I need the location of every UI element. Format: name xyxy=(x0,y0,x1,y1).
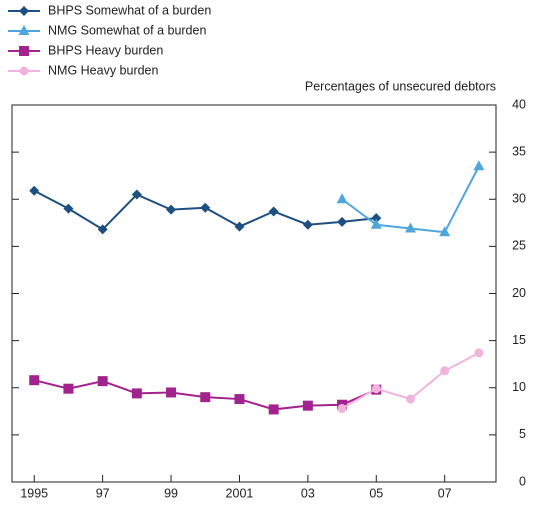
marker xyxy=(404,222,416,233)
marker xyxy=(29,185,40,196)
marker xyxy=(166,204,177,215)
legend-label: BHPS Heavy burden xyxy=(48,43,163,57)
x-tick-label: 99 xyxy=(164,486,178,500)
marker xyxy=(97,224,108,235)
legend-label: BHPS Somewhat of a burden xyxy=(48,3,211,17)
marker xyxy=(473,160,485,171)
marker xyxy=(336,193,348,204)
y-tick-label: 0 xyxy=(519,474,526,488)
y-tick-label: 5 xyxy=(519,427,526,441)
x-tick-label: 07 xyxy=(438,486,452,500)
marker xyxy=(200,202,211,213)
marker xyxy=(63,383,74,394)
marker xyxy=(371,213,382,224)
marker xyxy=(405,394,415,404)
legend-label: NMG Heavy burden xyxy=(48,63,159,77)
marker xyxy=(234,394,245,405)
x-tick-label: 1995 xyxy=(20,486,48,500)
marker xyxy=(166,387,177,398)
marker xyxy=(131,388,142,399)
y-tick-label: 35 xyxy=(512,144,526,158)
legend-marker xyxy=(19,46,29,56)
marker xyxy=(440,366,450,376)
marker xyxy=(302,219,313,230)
marker xyxy=(337,403,347,413)
legend-marker xyxy=(18,25,30,35)
line xyxy=(341,165,480,234)
marker xyxy=(97,376,108,387)
marker xyxy=(200,392,211,403)
marker xyxy=(234,221,245,232)
marker xyxy=(63,203,74,214)
y-tick-label: 10 xyxy=(512,380,526,394)
x-tick-label: 97 xyxy=(96,486,110,500)
marker xyxy=(268,404,279,415)
marker xyxy=(268,206,279,217)
marker xyxy=(337,216,348,227)
marker xyxy=(439,226,451,237)
marker xyxy=(131,189,142,200)
y-tick-label: 40 xyxy=(512,97,526,111)
plot-frame xyxy=(11,104,497,483)
legend-label: NMG Somewhat of a burden xyxy=(48,23,206,37)
legend-marker xyxy=(19,66,29,76)
y-tick-label: 25 xyxy=(512,239,526,253)
marker xyxy=(371,384,381,394)
marker xyxy=(474,348,484,358)
x-tick-label: 03 xyxy=(301,486,315,500)
y-tick-label: 30 xyxy=(512,192,526,206)
y-tick-label: 15 xyxy=(512,333,526,347)
legend-marker xyxy=(19,6,29,16)
y-tick-label: 20 xyxy=(512,286,526,300)
marker xyxy=(302,400,313,411)
marker xyxy=(29,375,40,386)
x-tick-label: 05 xyxy=(369,486,383,500)
x-tick-label: 2001 xyxy=(226,486,254,500)
marker xyxy=(370,218,382,229)
y-axis-label: Percentages of unsecured debtors xyxy=(305,79,496,93)
